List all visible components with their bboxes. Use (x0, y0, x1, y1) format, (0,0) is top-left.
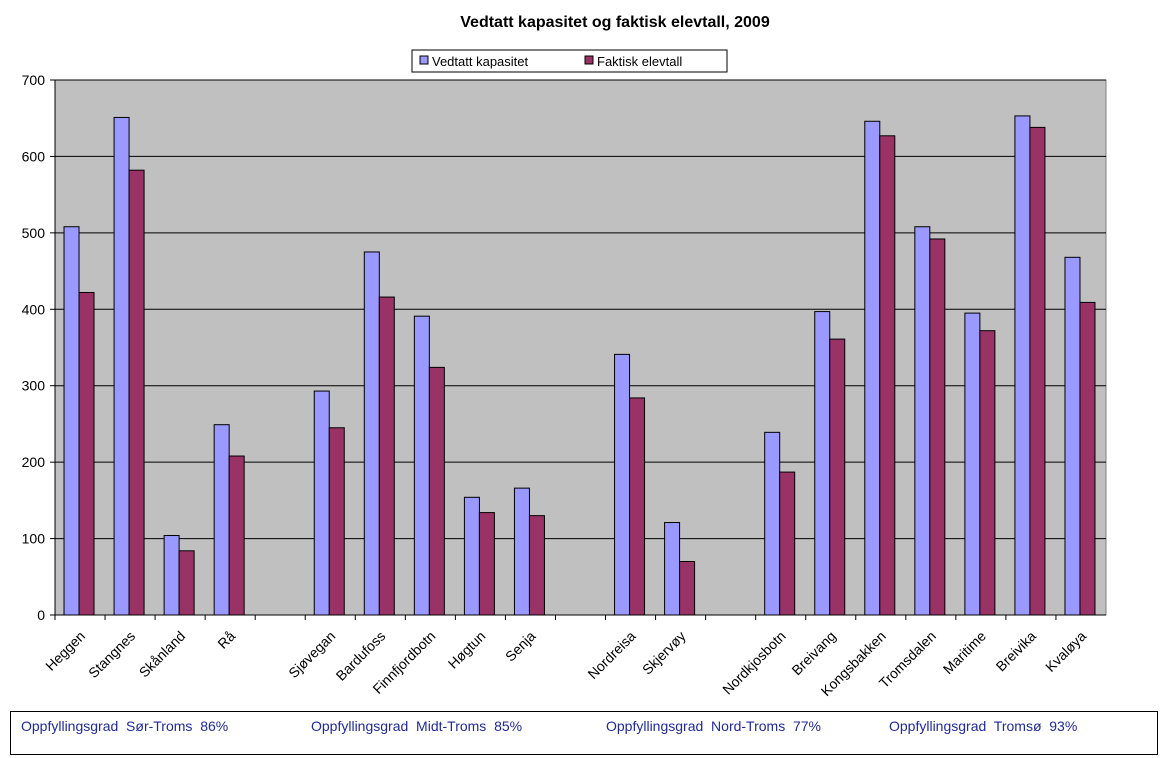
legend (411, 49, 728, 73)
bar-vedtatt-kapasitet (63, 226, 80, 616)
legend-label-faktisk-elevtall: Faktisk elevtall (597, 54, 682, 69)
fill-rate-midt-troms: Oppfyllingsgrad Midt-Troms 85% (311, 718, 523, 734)
bar-faktisk-elevtall (629, 397, 646, 616)
x-tick-label: Skånland (136, 628, 189, 681)
y-tick-label: 700 (22, 72, 46, 88)
x-tick-label: Stangnes (85, 628, 138, 681)
bar-vedtatt-kapasitet (413, 315, 430, 616)
bar-vedtatt-kapasitet (513, 487, 530, 616)
x-tick-label: Kvaløya (1042, 628, 1089, 675)
bar-vedtatt-kapasitet (313, 390, 330, 616)
bar-faktisk-elevtall (378, 296, 395, 616)
x-tick-label: Breivika (993, 628, 1040, 675)
y-tick-label: 300 (22, 378, 46, 394)
bar-vedtatt-kapasitet (914, 226, 931, 616)
y-tick-label: 500 (22, 225, 46, 241)
bar-vedtatt-kapasitet (764, 431, 781, 616)
x-tick-label: Maritime (940, 628, 989, 677)
chart-title: Vedtatt kapasitet og faktisk elevtall, 2… (460, 14, 770, 31)
bar-faktisk-elevtall (328, 427, 345, 616)
bar-vedtatt-kapasitet (664, 522, 681, 616)
bar-vedtatt-kapasitet (614, 353, 631, 616)
y-tick-label: 100 (22, 531, 46, 547)
bar-faktisk-elevtall (1079, 301, 1096, 616)
chart: 0 100 200 300 400 500 600 700 HeggenStangnesSkån… (22, 14, 1107, 699)
bar-faktisk-elevtall (779, 471, 796, 616)
bar-faktisk-elevtall (929, 238, 946, 616)
bar-faktisk-elevtall (679, 561, 696, 616)
bar-faktisk-elevtall (829, 338, 846, 616)
bar-vedtatt-kapasitet (814, 311, 831, 616)
bar-faktisk-elevtall (178, 550, 195, 616)
bar-vedtatt-kapasitet (1014, 115, 1031, 616)
bar-faktisk-elevtall (528, 515, 545, 616)
bar-faktisk-elevtall (128, 169, 145, 616)
x-tick-label: Skjervøy (639, 628, 689, 678)
bar-faktisk-elevtall (879, 135, 896, 616)
fill-rate-tromso: Oppfyllingsgrad Tromsø 93% (889, 718, 1078, 734)
y-tick-label: 200 (22, 454, 46, 470)
bar-vedtatt-kapasitet (964, 312, 981, 616)
legend-swatch-vedtatt-kapasitet (419, 55, 429, 65)
bar-faktisk-elevtall (428, 366, 445, 616)
x-tick-label: Heggen (42, 628, 88, 674)
bar-faktisk-elevtall (478, 512, 495, 616)
x-tick-label: Nordkjosbotn (719, 628, 789, 698)
fill-rate-sor-troms: Oppfyllingsgrad Sør-Troms 86% (21, 718, 229, 734)
bar-faktisk-elevtall (979, 330, 996, 616)
bar-vedtatt-kapasitet (363, 251, 380, 616)
y-tick-label: 0 (37, 607, 45, 623)
x-tick-label: Senja (502, 628, 539, 665)
x-tick-label: Rå (214, 628, 238, 652)
bar-vedtatt-kapasitet (463, 496, 480, 616)
bar-vedtatt-kapasitet (163, 535, 180, 616)
legend-swatch-faktisk-elevtall (584, 55, 594, 65)
bar-faktisk-elevtall (78, 291, 95, 616)
bar-faktisk-elevtall (228, 455, 245, 616)
x-tick-label: Nordreisa (584, 628, 638, 682)
x-tick-label: Sjøvegan (285, 628, 338, 681)
fill-rate-nord-troms: Oppfyllingsgrad Nord-Troms 77% (606, 718, 822, 734)
bar-vedtatt-kapasitet (864, 120, 881, 616)
bar-vedtatt-kapasitet (1064, 256, 1081, 616)
x-tick-label: Høgtun (445, 628, 489, 672)
y-tick-label: 400 (22, 301, 46, 317)
legend-label-vedtatt-kapasitet: Vedtatt kapasitet (432, 54, 529, 69)
bar-vedtatt-kapasitet (113, 116, 130, 616)
bar-vedtatt-kapasitet (213, 424, 230, 616)
fill-rate-box: Oppfyllingsgrad Sør-Troms 86% Oppfylling… (10, 711, 1158, 755)
bar-faktisk-elevtall (1029, 126, 1046, 616)
plot-area (54, 79, 1107, 616)
x-tick-label: Breivang (788, 628, 838, 678)
y-tick-label: 600 (22, 148, 46, 164)
